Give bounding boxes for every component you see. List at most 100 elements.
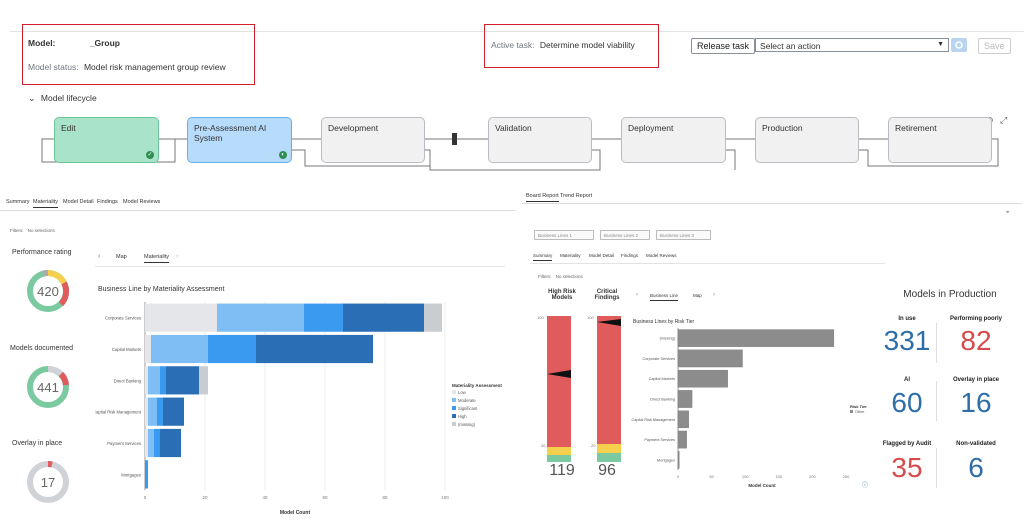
right-filters-row: Filters: No selections xyxy=(538,274,583,279)
inner-tab-model-reviews[interactable]: Model Reviews xyxy=(646,253,677,258)
kpi-label: In use xyxy=(898,316,916,322)
legend-label: Low xyxy=(458,390,467,395)
axis-label: Model Count xyxy=(748,483,776,488)
kpi-value-overlay: 16 xyxy=(960,387,992,418)
filters-row: Filters: No selections xyxy=(10,228,55,233)
high-risk-label: High Risk Models xyxy=(548,289,576,301)
stage-label: Retirement xyxy=(895,123,937,133)
bar-segment xyxy=(145,366,148,395)
stage-pre-assessment[interactable]: Pre-Assessment AI System ◐ xyxy=(187,117,292,163)
tabs-divider xyxy=(0,210,515,211)
stage-deployment[interactable]: Deployment xyxy=(621,117,726,163)
model-status-row: Model status: Model risk management grou… xyxy=(28,62,226,72)
business-lines-1-select[interactable]: Business Lines 1 xyxy=(534,230,594,240)
save-button[interactable]: Save xyxy=(978,38,1011,54)
subtab-materiality[interactable]: Materiality xyxy=(144,254,170,263)
tick-label: 0 xyxy=(144,495,147,500)
business-lines-2-select[interactable]: Business Lines 2 xyxy=(600,230,650,240)
model-name-row: Model: _Group xyxy=(28,38,120,48)
tab-materiality[interactable]: Materiality xyxy=(33,199,59,208)
bar-segment xyxy=(145,397,148,426)
stage-label: Validation xyxy=(495,123,532,133)
chevron-right-icon[interactable]: › xyxy=(713,292,715,298)
info-icon: ⓘ xyxy=(862,481,868,489)
inner-tab-model-detail[interactable]: Model Detail xyxy=(589,253,615,258)
model-info-box xyxy=(22,24,255,85)
bar-segment xyxy=(148,397,157,426)
stage-label: Production xyxy=(762,123,803,133)
chart-tab-map[interactable]: Map xyxy=(693,293,702,298)
legend-label: Significant xyxy=(458,406,478,411)
kpi-label: Performing poorly xyxy=(949,316,1002,322)
subtab-map[interactable]: Map xyxy=(116,254,127,260)
tick-label: 0 xyxy=(677,474,680,479)
stage-edit[interactable]: Edit ✓ xyxy=(54,117,159,163)
category-label: Payment Services xyxy=(107,441,141,446)
tab-findings[interactable]: Findings xyxy=(97,199,118,205)
action-go-icon[interactable] xyxy=(951,38,967,52)
bar-segment xyxy=(163,397,184,426)
stage-label: Edit xyxy=(61,123,76,133)
svg-text:20: 20 xyxy=(591,443,596,448)
business-lines-3-select[interactable]: Business Lines 3 xyxy=(656,230,711,240)
bar-segment xyxy=(148,428,154,458)
kpi-value-performing-poorly: 82 xyxy=(960,325,992,356)
report-tabs-divider xyxy=(522,203,1022,204)
inner-tab-findings[interactable]: Findings xyxy=(621,253,639,258)
inner-tab-materiality[interactable]: Materiality xyxy=(560,253,581,258)
lifecycle-toggle[interactable]: ⌄ Model lifecycle xyxy=(28,93,97,104)
bar-segment xyxy=(160,366,166,395)
chart-tab-business-line[interactable]: Business Line xyxy=(650,293,679,301)
tab-summary[interactable]: Summary xyxy=(6,199,30,205)
inner-tab-summary[interactable]: Summary xyxy=(533,253,553,261)
stage-production[interactable]: Production xyxy=(755,117,859,163)
stage-label: Pre-Assessment AI System xyxy=(194,123,267,143)
bar xyxy=(677,369,728,388)
chevron-right-icon[interactable]: › xyxy=(176,253,179,260)
tab-board-report[interactable]: Board Report xyxy=(526,193,559,202)
filters-label: Filters: xyxy=(10,228,24,233)
inner-tabs-divider xyxy=(530,263,885,264)
materiality-chart: Business Line by Materiality Assessment 0… xyxy=(95,286,502,516)
legend-swatch xyxy=(452,390,456,394)
category-label: Mortgages xyxy=(121,472,141,477)
action-select[interactable]: Select an action ▼ xyxy=(755,38,949,52)
tab-model-detail[interactable]: Model Detail xyxy=(63,199,94,205)
chart-title: Business Lines by Risk Tier xyxy=(633,319,694,325)
tick-label: 20 xyxy=(202,495,208,500)
gauge-label: Overlay in place xyxy=(12,440,63,447)
legend-label: (missing) xyxy=(458,422,476,427)
category-label: (missing) xyxy=(660,337,676,341)
release-task-button[interactable]: Release task xyxy=(691,38,756,54)
lifecycle-title: Model lifecycle xyxy=(40,93,97,103)
tab-model-reviews[interactable]: Model Reviews xyxy=(123,199,161,205)
top-divider xyxy=(10,31,1024,32)
high-risk-bar xyxy=(547,316,571,462)
category-label: Direct Banking xyxy=(650,398,675,402)
legend-swatch xyxy=(452,406,456,410)
stage-retirement[interactable]: Retirement xyxy=(888,117,992,163)
performance-rating-gauge: 420 xyxy=(27,270,70,312)
stage-validation[interactable]: Validation xyxy=(488,117,592,163)
in-progress-icon: ◐ xyxy=(279,151,287,159)
gauge-label: Performance rating xyxy=(12,249,72,256)
chart-title: Business Line by Materiality Assessment xyxy=(98,286,224,293)
svg-text:100: 100 xyxy=(587,315,594,320)
pin-icon[interactable]: ⌖ xyxy=(1006,210,1010,216)
active-task-box xyxy=(484,24,659,68)
no-selections-text: No selections xyxy=(27,228,55,233)
overlay-in-place-gauge: 17 xyxy=(27,461,69,503)
stage-development[interactable]: Development xyxy=(321,117,425,163)
chevron-left-icon[interactable]: ‹ xyxy=(636,292,638,298)
no-selections-text: No selections xyxy=(555,274,583,279)
chevron-down-icon: ▼ xyxy=(937,41,944,48)
action-select-value: Select an action xyxy=(760,41,821,51)
category-label: Corporate Services xyxy=(105,316,141,321)
tick-label: 200 xyxy=(809,474,816,479)
kpi-value-in-use: 331 xyxy=(883,325,931,356)
category-label: Capital Risk Management xyxy=(632,418,676,422)
bar xyxy=(677,430,687,449)
tab-trend-report[interactable]: Trend Report xyxy=(560,193,593,199)
filters-label: Filters: xyxy=(538,274,552,279)
chevron-left-icon[interactable]: ‹ xyxy=(98,253,101,260)
